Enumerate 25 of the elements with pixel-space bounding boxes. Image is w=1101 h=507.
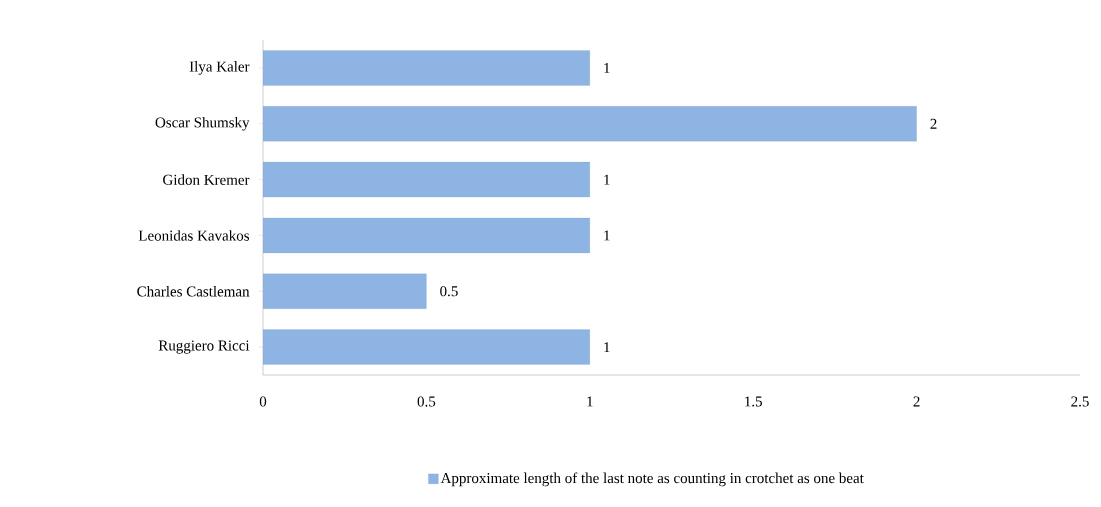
x-tick-label: 2 — [913, 396, 920, 407]
y-tick-label: Ruggiero Ricci — [158, 340, 250, 354]
data-label: 1 — [604, 342, 610, 353]
x-tick-label: 2.5 — [1071, 396, 1089, 407]
legend-label: Approximate length of the last note as counting in crotchet as one beat — [440, 472, 864, 487]
bar — [263, 161, 590, 198]
bar — [263, 50, 590, 86]
bar — [263, 329, 590, 365]
y-tick-label: Oscar Shumsky — [155, 116, 250, 131]
data-label: 1 — [604, 174, 610, 185]
x-tick-label: 1.5 — [745, 396, 762, 407]
bar — [263, 106, 917, 142]
x-tick-label: 0.5 — [417, 396, 436, 407]
x-tick-label: 1 — [587, 396, 593, 407]
x-tick-label: 0 — [259, 396, 267, 407]
data-label: 1 — [604, 230, 610, 241]
data-label: 2 — [930, 118, 937, 129]
data-label: 0.5 — [440, 286, 458, 297]
data-label: 1 — [604, 62, 610, 73]
y-tick-label: Charles Castleman — [137, 285, 250, 297]
y-tick-label: Gidon Kremer — [163, 174, 250, 185]
bar — [263, 217, 590, 254]
y-tick-label: Leonidas Kavakos — [138, 230, 250, 241]
bar — [263, 273, 427, 309]
y-tick-label: Ilya Kaler — [189, 61, 250, 75]
